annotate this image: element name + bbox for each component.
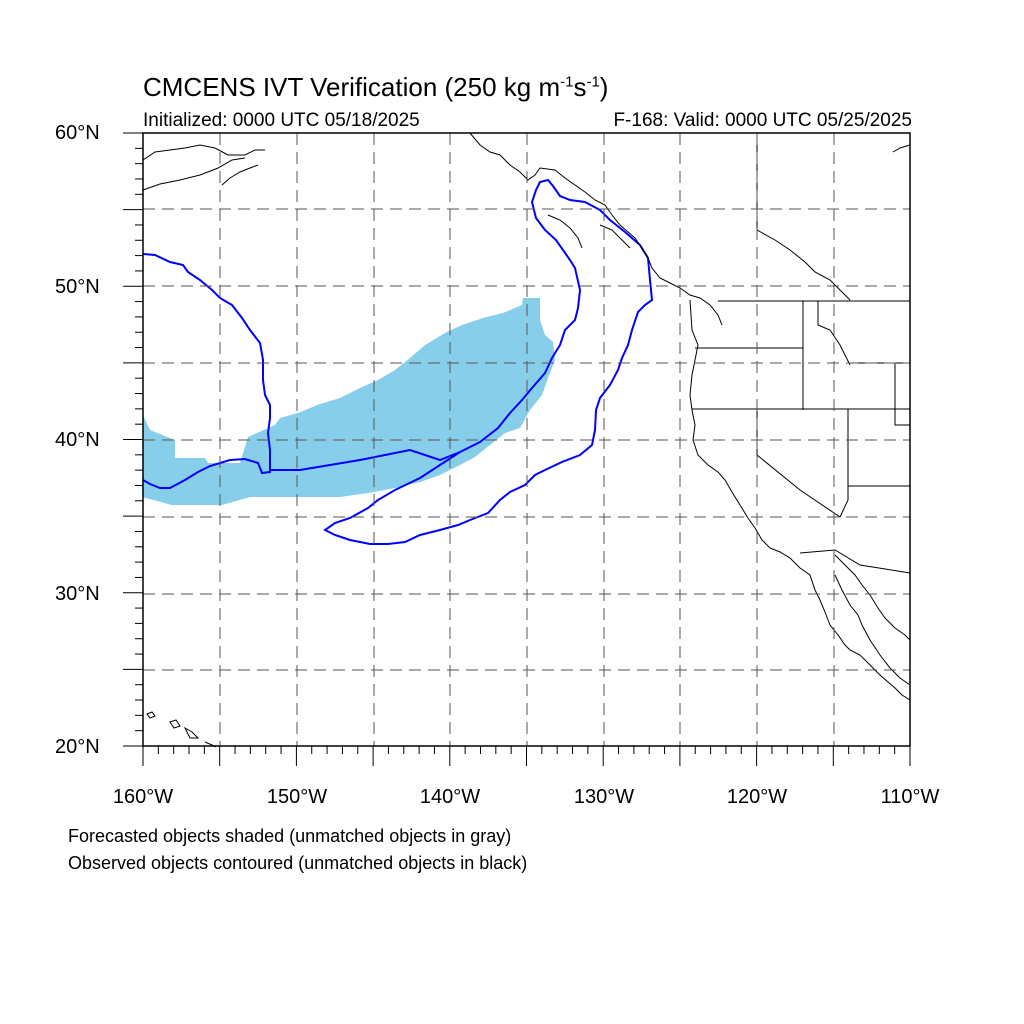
- chart-title: CMCENS IVT Verification (250 kg m-1s-1): [143, 72, 609, 102]
- forecast-object: [142, 298, 555, 505]
- lat-label-40n: 40°N: [55, 429, 100, 451]
- lon-label-160w: 160°W: [112, 786, 174, 808]
- lat-label-50n: 50°N: [55, 276, 100, 298]
- lon-label-110w: 110°W: [880, 786, 940, 808]
- lon-label-150w: 150°W: [266, 786, 328, 808]
- lon-label-130w: 130°W: [573, 786, 635, 808]
- lat-label-20n: 20°N: [55, 736, 100, 758]
- legend-observed-note: Observed objects contoured (unmatched ob…: [68, 853, 528, 873]
- observed-object-contour: [270, 178, 654, 545]
- lon-label-140w: 140°W: [419, 786, 481, 808]
- gridlines: [143, 133, 910, 746]
- legend-forecast-note: Forecasted objects shaded (unmatched obj…: [68, 826, 512, 846]
- axis-ticks: [123, 132, 911, 766]
- observed-object-contour: [142, 253, 271, 489]
- political-borders: [692, 133, 911, 574]
- coastline: [142, 132, 911, 748]
- lat-label-30n: 30°N: [55, 583, 100, 605]
- initialized-label: Initialized: 0000 UTC 05/18/2025: [143, 110, 420, 131]
- valid-time-label: F-168: Valid: 0000 UTC 05/25/2025: [613, 110, 912, 131]
- lon-label-120w: 120°W: [726, 786, 788, 808]
- lat-label-60n: 60°N: [55, 122, 100, 144]
